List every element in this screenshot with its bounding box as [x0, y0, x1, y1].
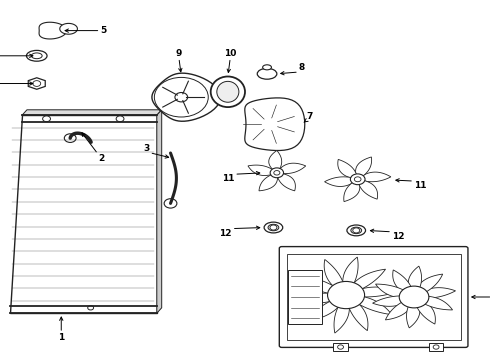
Polygon shape: [375, 284, 414, 298]
Circle shape: [43, 116, 50, 122]
Polygon shape: [245, 98, 305, 150]
Polygon shape: [39, 22, 67, 39]
Circle shape: [410, 294, 418, 300]
Polygon shape: [346, 295, 368, 330]
Text: 5: 5: [100, 26, 107, 35]
Polygon shape: [358, 179, 378, 199]
Ellipse shape: [264, 222, 283, 233]
Text: 11: 11: [414, 181, 427, 190]
Text: 8: 8: [299, 63, 305, 72]
Text: 10: 10: [224, 49, 237, 58]
Ellipse shape: [263, 65, 271, 70]
Bar: [287, 254, 461, 340]
Polygon shape: [346, 269, 386, 295]
Circle shape: [164, 199, 177, 208]
Circle shape: [354, 177, 361, 182]
Polygon shape: [414, 274, 442, 297]
Polygon shape: [10, 115, 157, 313]
Ellipse shape: [257, 68, 277, 79]
Polygon shape: [343, 257, 358, 295]
Polygon shape: [22, 110, 162, 115]
Circle shape: [350, 174, 365, 185]
Polygon shape: [372, 296, 414, 306]
Circle shape: [274, 171, 280, 175]
Polygon shape: [407, 297, 420, 328]
Ellipse shape: [26, 50, 47, 61]
Polygon shape: [157, 110, 162, 313]
Polygon shape: [356, 157, 371, 179]
Circle shape: [353, 228, 360, 233]
Polygon shape: [346, 295, 392, 315]
Circle shape: [270, 225, 277, 230]
Circle shape: [88, 306, 94, 310]
Text: 1: 1: [58, 333, 64, 342]
Circle shape: [341, 291, 351, 299]
Bar: [333, 343, 348, 351]
Polygon shape: [338, 159, 358, 179]
Polygon shape: [28, 78, 45, 89]
Text: 9: 9: [175, 49, 182, 58]
Text: 3: 3: [143, 144, 149, 153]
Circle shape: [399, 286, 429, 308]
Text: 11: 11: [221, 174, 234, 183]
Polygon shape: [294, 293, 346, 303]
Circle shape: [405, 290, 423, 304]
Text: 12: 12: [392, 232, 405, 241]
Polygon shape: [393, 270, 414, 297]
Polygon shape: [324, 177, 358, 186]
Polygon shape: [307, 295, 346, 321]
Circle shape: [116, 116, 124, 122]
Text: 2: 2: [98, 154, 104, 163]
Polygon shape: [414, 288, 456, 298]
Polygon shape: [277, 173, 295, 191]
Circle shape: [64, 134, 76, 143]
Polygon shape: [300, 275, 346, 295]
Polygon shape: [324, 260, 346, 295]
Polygon shape: [358, 172, 391, 182]
Polygon shape: [414, 297, 435, 324]
Ellipse shape: [217, 81, 239, 102]
Polygon shape: [277, 163, 306, 174]
Text: 7: 7: [306, 112, 313, 121]
Polygon shape: [346, 287, 399, 297]
Polygon shape: [344, 179, 360, 202]
Ellipse shape: [347, 225, 366, 236]
Polygon shape: [259, 173, 277, 191]
Ellipse shape: [268, 224, 279, 231]
Polygon shape: [269, 150, 282, 173]
Circle shape: [270, 168, 284, 178]
Circle shape: [334, 287, 358, 303]
Bar: [288, 270, 322, 324]
Bar: [429, 343, 443, 351]
Circle shape: [175, 93, 188, 102]
Polygon shape: [248, 165, 277, 176]
Polygon shape: [408, 266, 421, 297]
Ellipse shape: [351, 227, 362, 234]
Ellipse shape: [211, 77, 245, 107]
Text: 12: 12: [219, 229, 232, 238]
FancyBboxPatch shape: [279, 247, 468, 347]
Circle shape: [327, 282, 365, 309]
Polygon shape: [334, 295, 349, 333]
Polygon shape: [60, 23, 77, 34]
Polygon shape: [414, 296, 453, 310]
Polygon shape: [386, 297, 414, 320]
Polygon shape: [152, 73, 220, 121]
